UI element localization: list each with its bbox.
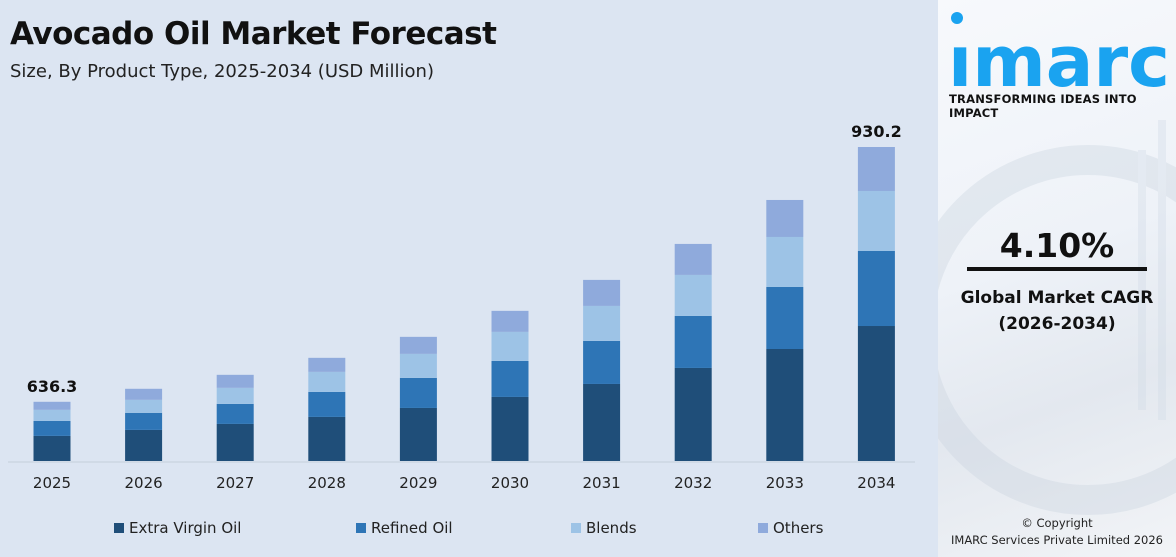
legend-item-others: Others bbox=[758, 519, 823, 537]
bar-2026-blends bbox=[125, 399, 163, 413]
chart-subtitle: Size, By Product Type, 2025-2034 (USD Mi… bbox=[10, 61, 434, 82]
svg-text:ımarc: ımarc bbox=[948, 21, 1170, 90]
bar-2030-others bbox=[491, 310, 529, 332]
chart-panel: Avocado Oil Market Forecast Size, By Pro… bbox=[0, 16, 938, 539]
chart-title: Avocado Oil Market Forecast bbox=[10, 16, 497, 52]
bar-2034-others bbox=[857, 147, 895, 191]
bar-2029-refined-oil bbox=[399, 377, 437, 408]
legend-swatch bbox=[758, 523, 768, 533]
x-tick-label: 2027 bbox=[216, 474, 254, 492]
cagr-value: 4.10% bbox=[999, 226, 1115, 265]
cagr-label: Global Market CAGR (2026-2034) bbox=[938, 285, 1176, 337]
bar-2029-others bbox=[399, 336, 437, 354]
copyright: © Copyright IMARC Services Private Limit… bbox=[938, 515, 1176, 549]
bar-2034-refined-oil bbox=[857, 251, 895, 327]
bar-2025-others bbox=[33, 401, 71, 410]
cagr-label-line1: Global Market CAGR bbox=[960, 288, 1154, 308]
bar-2031-blends bbox=[583, 305, 621, 341]
bar-2027-blends bbox=[216, 387, 254, 404]
bar-2031-extra-virgin-oil bbox=[583, 383, 621, 461]
bar-2025-extra-virgin-oil bbox=[33, 435, 71, 461]
bar-2026-extra-virgin-oil bbox=[125, 429, 163, 461]
x-tick-label: 2031 bbox=[583, 474, 621, 492]
bar-2033-others bbox=[766, 199, 804, 237]
legend-label: Others bbox=[773, 519, 824, 537]
x-tick-label: 2032 bbox=[674, 474, 712, 492]
legend-swatch bbox=[114, 523, 124, 533]
bar-2026-refined-oil bbox=[125, 412, 163, 430]
bar-2027-extra-virgin-oil bbox=[216, 423, 254, 461]
copyright-line1: © Copyright bbox=[1021, 516, 1093, 530]
legend: Extra Virgin Oil Refined Oil Blends Othe… bbox=[0, 519, 938, 539]
legend-swatch bbox=[356, 523, 366, 533]
bar-2034-extra-virgin-oil bbox=[857, 326, 895, 461]
bar-2031-refined-oil bbox=[583, 340, 621, 384]
bar-2033-blends bbox=[766, 236, 804, 287]
legend-label: Extra Virgin Oil bbox=[129, 519, 242, 537]
stacked-bar-chart: 2025 636.3 2026 2027 2028 2029 2030 2031 2032 203… bbox=[8, 122, 915, 492]
x-tick-label: 2030 bbox=[491, 474, 529, 492]
bar-2029-blends bbox=[399, 353, 437, 378]
copyright-line2: IMARC Services Private Limited 2026 bbox=[951, 533, 1163, 547]
x-tick-label: 2033 bbox=[766, 474, 804, 492]
bar-2028-refined-oil bbox=[308, 391, 346, 417]
legend-item-refined-oil: Refined Oil bbox=[356, 519, 453, 537]
bar-2033-refined-oil bbox=[766, 286, 804, 350]
x-tick-label: 2028 bbox=[308, 474, 346, 492]
bar-2026-others bbox=[125, 388, 163, 400]
x-tick-label: 2034 bbox=[857, 474, 895, 492]
bar-2031-others bbox=[583, 279, 621, 306]
legend-swatch bbox=[571, 523, 581, 533]
x-tick-label: 2029 bbox=[399, 474, 437, 492]
cagr-label-line2: (2026-2034) bbox=[998, 314, 1116, 334]
bar-2034-blends bbox=[857, 190, 895, 252]
legend-item-blends: Blends bbox=[571, 519, 637, 537]
bar-2027-refined-oil bbox=[216, 403, 254, 424]
bar-2028-others bbox=[308, 357, 346, 372]
bar-2032-blends bbox=[674, 274, 712, 316]
data-label: 930.2 bbox=[851, 122, 902, 141]
legend-label: Refined Oil bbox=[371, 519, 453, 537]
background-graphic bbox=[938, 120, 1176, 515]
imarc-logo: ımarc bbox=[948, 12, 1170, 90]
bar-2025-blends bbox=[33, 409, 71, 421]
bar-2032-refined-oil bbox=[674, 315, 712, 368]
bar-2028-extra-virgin-oil bbox=[308, 416, 346, 461]
x-tick-label: 2025 bbox=[33, 474, 71, 492]
bar-2032-extra-virgin-oil bbox=[674, 367, 712, 461]
bar-2025-refined-oil bbox=[33, 420, 71, 436]
divider bbox=[967, 267, 1147, 271]
tagline: TRANSFORMING IDEAS INTO IMPACT bbox=[949, 92, 1137, 120]
x-tick-label: 2026 bbox=[125, 474, 163, 492]
bar-2027-others bbox=[216, 374, 254, 388]
bar-2032-others bbox=[674, 243, 712, 275]
data-label: 636.3 bbox=[27, 377, 78, 396]
bar-2030-blends bbox=[491, 331, 529, 361]
bar-2030-refined-oil bbox=[491, 360, 529, 397]
bar-2033-extra-virgin-oil bbox=[766, 349, 804, 461]
bar-2028-blends bbox=[308, 371, 346, 392]
bar-2030-extra-virgin-oil bbox=[491, 396, 529, 461]
legend-item-extra-virgin-oil: Extra Virgin Oil bbox=[114, 519, 241, 537]
info-panel: ımarc TRANSFORMING IDEAS INTO IMPACT 4.1… bbox=[938, 0, 1176, 557]
bar-2029-extra-virgin-oil bbox=[399, 407, 437, 461]
legend-label: Blends bbox=[586, 519, 637, 537]
